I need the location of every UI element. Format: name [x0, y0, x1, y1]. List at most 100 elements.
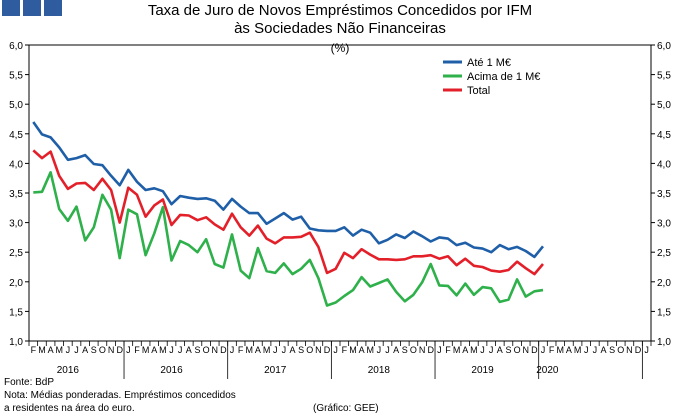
- y-tick-label-left: 5,0: [9, 100, 23, 111]
- x-tick-label: M: [55, 345, 63, 355]
- x-tick-label: A: [393, 345, 399, 355]
- x-tick-label: A: [186, 345, 192, 355]
- x-tick-label: M: [159, 345, 167, 355]
- y-tick-label-left: 4,5: [9, 130, 23, 141]
- x-tick-label: J: [178, 345, 183, 355]
- x-tick-label: M: [263, 345, 271, 355]
- x-tick-label: D: [635, 345, 642, 355]
- year-label: 2016: [57, 365, 80, 376]
- x-tick-label: A: [289, 345, 295, 355]
- x-tick-label: J: [489, 345, 494, 355]
- x-tick-label: M: [453, 345, 461, 355]
- x-tick-label: J: [480, 345, 485, 355]
- legend-label: Total: [467, 85, 490, 97]
- x-tick-label: A: [255, 345, 261, 355]
- y-tick-label-right: 4,5: [657, 130, 671, 141]
- x-tick-label: F: [31, 345, 37, 355]
- y-tick-label-left: 1,0: [9, 337, 23, 348]
- x-tick-label: J: [126, 345, 131, 355]
- x-tick-label: J: [437, 345, 442, 355]
- x-tick-label: J: [644, 345, 649, 355]
- x-tick-label: F: [445, 345, 451, 355]
- y-tick-label-right: 5,0: [657, 100, 671, 111]
- x-tick-label: D: [116, 345, 123, 355]
- x-tick-label: S: [609, 345, 615, 355]
- year-label: 2020: [536, 365, 559, 376]
- year-label: 2019: [471, 365, 494, 376]
- chart-title-line2: às Sociedades Não Financeiras: [234, 20, 446, 37]
- x-tick-label: J: [282, 345, 287, 355]
- plot-frame: [28, 44, 652, 342]
- x-tick-label: J: [74, 345, 79, 355]
- x-tick-label: A: [600, 345, 606, 355]
- x-tick-label: A: [151, 345, 157, 355]
- x-tick-label: N: [626, 345, 633, 355]
- x-tick-label: M: [142, 345, 150, 355]
- publisher-logo: [2, 0, 62, 16]
- x-tick-label: S: [505, 345, 511, 355]
- x-tick-label: N: [315, 345, 322, 355]
- y-tick-label-right: 2,0: [657, 278, 671, 289]
- y-tick-label-right: 4,0: [657, 159, 671, 170]
- logo-square: [23, 0, 41, 16]
- x-tick-label: J: [273, 345, 278, 355]
- x-tick-label: O: [514, 345, 521, 355]
- x-tick-label: M: [574, 345, 582, 355]
- x-tick-label: J: [385, 345, 390, 355]
- x-tick-label: J: [377, 345, 382, 355]
- y-tick-label-right: 1,5: [657, 307, 671, 318]
- y-tick-label-left: 3,5: [9, 189, 23, 200]
- x-tick-label: S: [298, 345, 304, 355]
- y-tick-label-right: 1,0: [657, 337, 671, 348]
- footnote-line2: a residentes na área do euro.: [4, 403, 135, 414]
- x-tick-label: F: [134, 345, 140, 355]
- legend-label: Até 1 M€: [467, 57, 511, 69]
- x-tick-label: J: [66, 345, 71, 355]
- y-tick-label-right: 5,5: [657, 71, 671, 82]
- x-tick-label: A: [82, 345, 88, 355]
- x-tick-label: M: [349, 345, 357, 355]
- x-tick-label: S: [91, 345, 97, 355]
- chart-credit: (Gráfico: GEE): [313, 403, 379, 414]
- x-tick-label: D: [324, 345, 331, 355]
- y-tick-label-right: 2,5: [657, 248, 671, 259]
- chart-title-line1: Taxa de Juro de Novos Empréstimos Conced…: [147, 2, 533, 19]
- y-tick-label-left: 5,5: [9, 71, 23, 82]
- x-tick-label: S: [402, 345, 408, 355]
- year-label: 2018: [368, 365, 391, 376]
- x-tick-label: F: [238, 345, 244, 355]
- footnote-line1: Nota: Médias ponderadas. Empréstimos con…: [4, 390, 236, 401]
- x-tick-label: N: [108, 345, 115, 355]
- x-tick-label: A: [462, 345, 468, 355]
- x-tick-label: O: [617, 345, 624, 355]
- series-line-2: [32, 149, 544, 276]
- series-line-1: [33, 171, 544, 307]
- year-label: 2016: [160, 365, 183, 376]
- x-tick-label: O: [203, 345, 210, 355]
- x-tick-label: N: [419, 345, 426, 355]
- x-tick-label: O: [306, 345, 313, 355]
- x-tick-label: A: [48, 345, 54, 355]
- x-tick-label: D: [220, 345, 227, 355]
- x-tick-label: N: [211, 345, 218, 355]
- x-tick-label: A: [497, 345, 503, 355]
- year-label: 2017: [264, 365, 287, 376]
- logo-square: [2, 0, 20, 16]
- x-tick-label: A: [359, 345, 365, 355]
- x-tick-label: M: [470, 345, 478, 355]
- x-tick-label: M: [246, 345, 254, 355]
- x-tick-label: M: [38, 345, 46, 355]
- x-tick-label: J: [333, 345, 338, 355]
- x-tick-label: M: [557, 345, 565, 355]
- y-tick-label-right: 3,0: [657, 219, 671, 230]
- x-tick-label: J: [584, 345, 589, 355]
- y-tick-label-right: 6,0: [657, 41, 671, 52]
- logo-square: [44, 0, 62, 16]
- y-tick-label-left: 2,5: [9, 248, 23, 259]
- y-tick-label-left: 6,0: [9, 41, 23, 52]
- x-tick-label: M: [366, 345, 374, 355]
- x-tick-label: F: [549, 345, 555, 355]
- y-tick-label-left: 4,0: [9, 159, 23, 170]
- series-line-0: [32, 121, 545, 259]
